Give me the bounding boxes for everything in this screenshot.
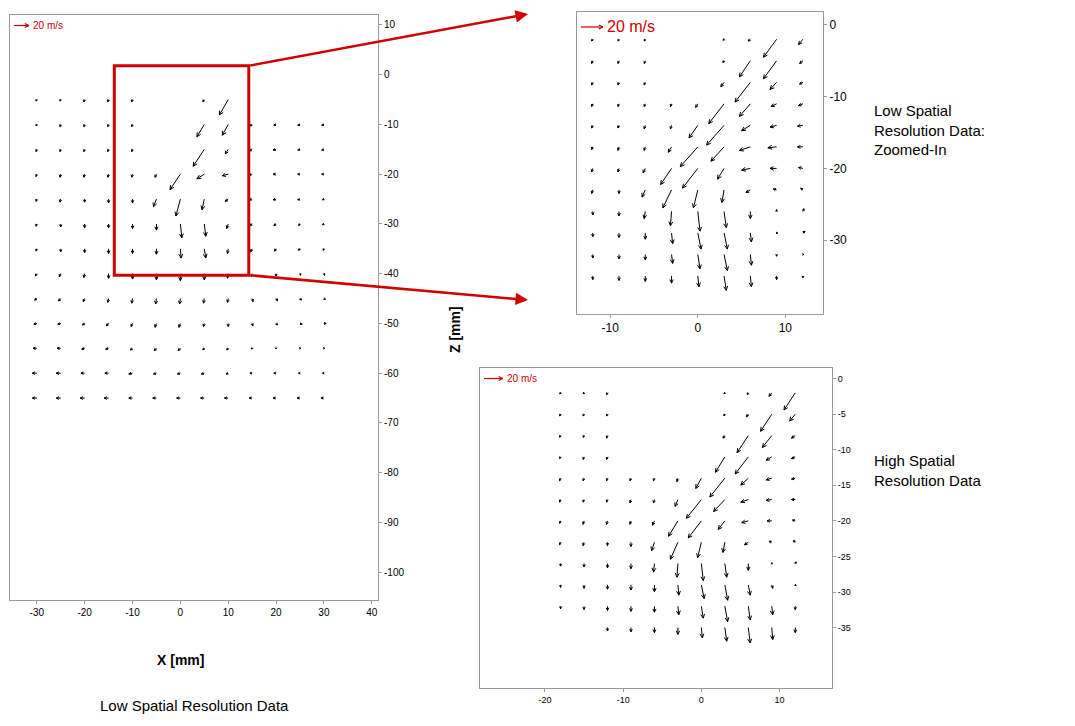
svg-text:-20: -20 xyxy=(384,169,399,180)
svg-text:10: 10 xyxy=(779,321,793,335)
svg-text:0: 0 xyxy=(384,69,390,80)
svg-text:0: 0 xyxy=(694,321,701,335)
svg-text:-25: -25 xyxy=(838,552,851,562)
svg-text:Z [mm]: Z [mm] xyxy=(447,306,463,353)
svg-text:10: 10 xyxy=(223,607,235,618)
svg-text:0: 0 xyxy=(838,374,843,384)
svg-text:20 m/s: 20 m/s xyxy=(33,20,63,31)
svg-text:-20: -20 xyxy=(538,695,551,705)
svg-text:30: 30 xyxy=(318,607,330,618)
svg-text:40: 40 xyxy=(366,607,378,618)
svg-text:-80: -80 xyxy=(384,467,399,478)
svg-text:-30: -30 xyxy=(384,218,399,229)
svg-text:20 m/s: 20 m/s xyxy=(507,373,537,384)
svg-text:-20: -20 xyxy=(838,516,851,526)
svg-text:0: 0 xyxy=(699,695,704,705)
svg-text:X [mm]: X [mm] xyxy=(157,652,204,668)
svg-text:-10: -10 xyxy=(838,445,851,455)
svg-text:-70: -70 xyxy=(384,417,399,428)
svg-text:-30: -30 xyxy=(838,587,851,597)
svg-text:Low SpatialResolution Data:Zoo: Low SpatialResolution Data:Zoomed-In xyxy=(874,102,985,158)
svg-text:-60: -60 xyxy=(384,368,399,379)
svg-text:-100: -100 xyxy=(384,567,404,578)
svg-text:-10: -10 xyxy=(617,695,630,705)
svg-text:-20: -20 xyxy=(77,607,92,618)
svg-text:High SpatialResolution Data: High SpatialResolution Data xyxy=(874,452,981,489)
svg-text:-35: -35 xyxy=(838,623,851,633)
svg-text:-90: -90 xyxy=(384,517,399,528)
svg-text:-10: -10 xyxy=(602,321,620,335)
svg-text:-20: -20 xyxy=(829,162,847,176)
svg-text:-30: -30 xyxy=(829,233,847,247)
svg-text:-15: -15 xyxy=(838,480,851,490)
svg-text:-30: -30 xyxy=(30,607,45,618)
svg-text:20: 20 xyxy=(271,607,283,618)
svg-text:Low Spatial Resolution Data: Low Spatial Resolution Data xyxy=(100,697,289,714)
svg-text:10: 10 xyxy=(775,695,785,705)
svg-text:-40: -40 xyxy=(384,268,399,279)
svg-text:-5: -5 xyxy=(838,409,846,419)
svg-text:-10: -10 xyxy=(829,90,847,104)
svg-text:-10: -10 xyxy=(384,119,399,130)
svg-text:0: 0 xyxy=(829,18,836,32)
svg-text:10: 10 xyxy=(384,19,396,30)
svg-text:-10: -10 xyxy=(125,607,140,618)
svg-text:0: 0 xyxy=(178,607,184,618)
svg-text:20 m/s: 20 m/s xyxy=(607,18,655,35)
svg-text:-50: -50 xyxy=(384,318,399,329)
